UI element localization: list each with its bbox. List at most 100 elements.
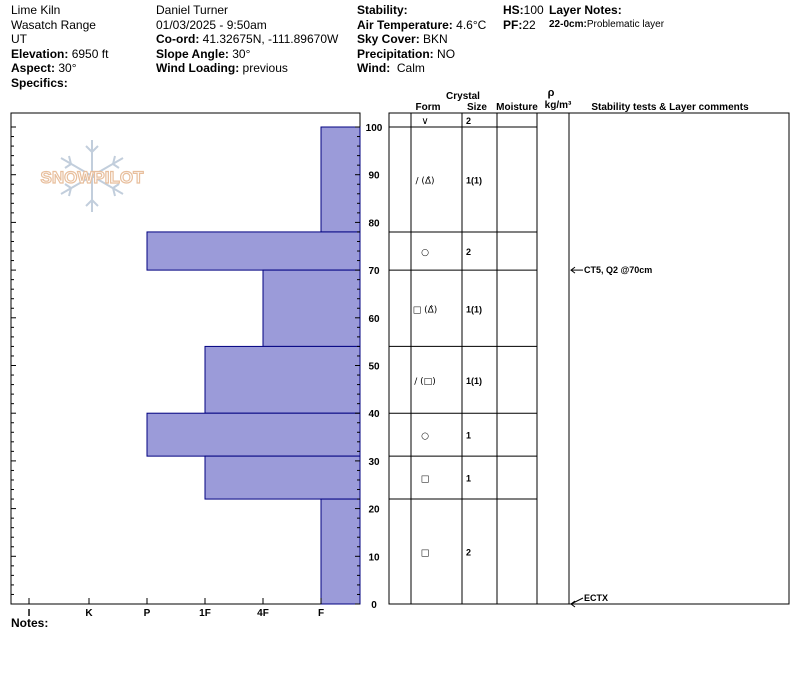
hardness-bar (146, 412, 361, 457)
stability-test-arrowhead (570, 600, 576, 608)
depth-tick-label: 40 (368, 409, 380, 420)
hardness-tick-label: K (85, 608, 93, 619)
crystal-size: 1 (466, 431, 471, 441)
crystal-form-symbol: □ (421, 549, 430, 559)
precip-value: NO (437, 46, 456, 61)
crystal-form-symbol: / (□) (414, 377, 435, 387)
crystal-form-symbol: ○ (421, 432, 429, 442)
stability-test-label: ECTX (584, 593, 608, 603)
surface-size: 2 (466, 116, 471, 126)
wind-loading-value: previous (242, 61, 288, 75)
depth-tick-label: 0 (371, 600, 377, 611)
moisture-header: Moisture (496, 102, 538, 113)
elevation-value: 6950 ft (71, 46, 109, 61)
form-header: Form (416, 102, 441, 113)
crystal-size: 1(1) (466, 304, 482, 314)
elevation-label: Elevation: (11, 46, 69, 61)
slope-row: Slope Angle: 30° (156, 47, 338, 62)
layer-notes-label: Layer Notes: (549, 3, 622, 17)
crystal-form-symbol: / (Δ̂) (415, 175, 434, 186)
observation-datetime: 01/03/2025 - 9:50am (156, 17, 267, 32)
layer-note-text: Problematic layer (586, 18, 665, 30)
hardness-tick-label: P (144, 608, 151, 619)
crystal-header: Crystal (446, 91, 480, 102)
pf-label: PF: (503, 17, 523, 32)
size-header: Size (467, 102, 487, 113)
depth-tick-label: 10 (368, 552, 380, 563)
layer-notes-row: Layer Notes: (549, 3, 664, 18)
depth-tick-label: 20 (368, 505, 380, 516)
surface-form-symbol: ∨ (421, 116, 428, 127)
stability-label: Stability: (357, 3, 408, 17)
header-col5: Layer Notes: 22-0cm:Problematic layer (549, 3, 664, 32)
comments-header: Stability tests & Layer comments (591, 102, 749, 113)
depth-tick-label: 80 (368, 218, 380, 229)
crystal-size: 1(1) (466, 376, 482, 386)
crystal-form-symbol: □ (421, 475, 430, 485)
crystal-size: 2 (466, 548, 471, 558)
hardness-bar (262, 269, 361, 347)
specifics-row: Specifics: (11, 76, 108, 91)
layer-table: ∨ 2 / (Δ̂) 1(1) ○ 2 □ (Δ̂) 1(1) / (□) 1(1) ○ 1 □ 1 □ 2 C… (388, 112, 790, 608)
precip-row: Precipitation: NO (357, 47, 486, 62)
watermark-text: SNOWPILOT (41, 168, 145, 187)
hardness-graph: I K P 1F 4F F (10, 112, 361, 619)
layer-table-frame (388, 112, 790, 605)
hardness-tick-label: 4F (257, 608, 269, 619)
aspect-value: 30° (58, 61, 77, 75)
hardness-bar (204, 345, 361, 414)
hardness-tick-label: I (28, 608, 31, 619)
wind-label: Wind: (357, 61, 391, 75)
crystal-size: 1 (466, 474, 471, 484)
air-temp-value: 4.6°C (456, 17, 487, 32)
crystal-size: 2 (466, 247, 471, 257)
hardness-bar (320, 126, 361, 233)
depth-tick-label: 90 (368, 171, 380, 182)
depth-tick-label: 60 (368, 314, 380, 325)
slope-label: Slope Angle: (156, 46, 229, 61)
wind-row: Wind: Calm (357, 61, 486, 76)
hardness-bar (146, 231, 361, 271)
mountain-range: Wasatch Range (11, 17, 96, 32)
depth-tick-label: 70 (368, 266, 380, 277)
hardness-bar (204, 455, 361, 500)
rho-header: ρ (548, 87, 555, 99)
wind-value: Calm (396, 61, 425, 75)
crystal-form-symbol: ○ (421, 248, 429, 258)
pf-value: 22 (522, 17, 536, 32)
sky-row: Sky Cover: BKN (357, 32, 486, 47)
pf-row: PF:22 (503, 18, 544, 33)
air-temp-row: Air Temperature: 4.6°C (357, 18, 486, 33)
hardness-tick-label: F (318, 608, 324, 619)
sky-label: Sky Cover: (357, 32, 420, 46)
header-col4: HS:100 PF:22 (503, 3, 544, 32)
air-temp-label: Air Temperature: (357, 17, 453, 32)
sky-value: BKN (423, 32, 448, 46)
coord-value: 41.32675N, -111.89670W (202, 32, 339, 46)
depth-axis: 0 10 20 30 40 50 60 70 80 90 100 (11, 123, 383, 611)
header-col2: Daniel Turner 01/03/2025 - 9:50am Co-ord… (156, 3, 338, 76)
observer-name: Daniel Turner (156, 3, 229, 17)
header-col3: Stability: Air Temperature: 4.6°C Sky Co… (357, 3, 486, 76)
layer-note-row: 22-0cm:Problematic layer (549, 18, 664, 33)
hardness-tick-label: 1F (199, 608, 211, 619)
snowflake-icon (60, 140, 124, 212)
specifics-label: Specifics: (11, 75, 68, 90)
crystal-form-symbol: □ (Δ̂) (413, 304, 438, 315)
aspect-label: Aspect: (11, 61, 56, 75)
slope-value: 30° (232, 46, 251, 61)
density-unit-header: kg/m³ (545, 100, 572, 111)
snowpilot-watermark: SNOWPILOT (40, 140, 145, 212)
wind-loading-label: Wind Loading: (156, 61, 240, 75)
crystal-size: 1(1) (466, 175, 482, 185)
coord-label: Co-ord: (156, 32, 200, 46)
layer-note-range: 22-0cm: (549, 18, 587, 30)
state: UT (11, 32, 27, 46)
hs-label: HS: (503, 3, 524, 17)
hardness-bar (320, 498, 361, 605)
depth-tick-label: 30 (368, 457, 380, 468)
depth-tick-label: 50 (368, 362, 380, 373)
hs-value: 100 (523, 3, 544, 17)
location-name: Lime Kiln (11, 3, 61, 17)
hs-row: HS:100 (503, 3, 544, 18)
